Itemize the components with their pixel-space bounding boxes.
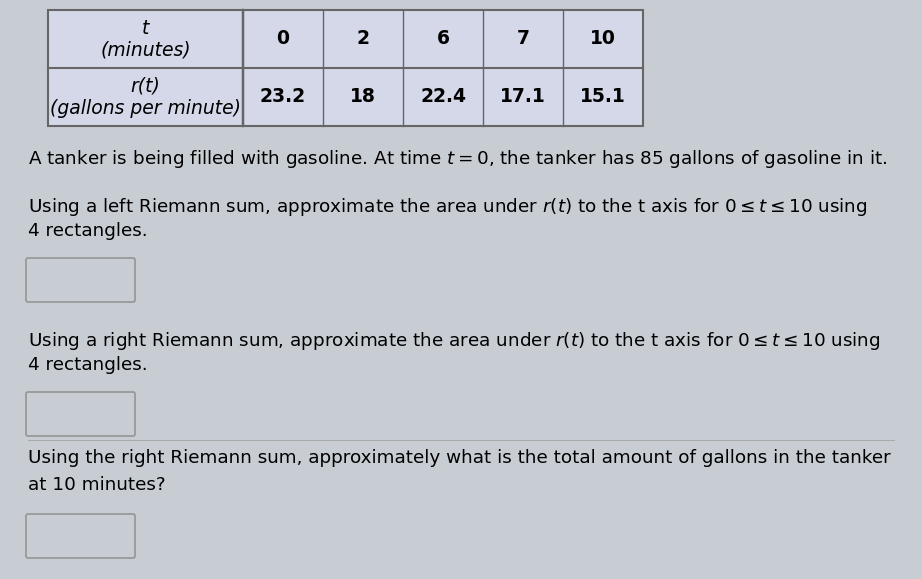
- Text: 4 rectangles.: 4 rectangles.: [28, 356, 148, 374]
- Text: 2: 2: [357, 30, 370, 49]
- Text: 18: 18: [350, 87, 376, 107]
- Text: A tanker is being filled with gasoline. At time $t = 0$, the tanker has 85 gallo: A tanker is being filled with gasoline. …: [28, 148, 887, 170]
- Text: 4 rectangles.: 4 rectangles.: [28, 222, 148, 240]
- Text: 6: 6: [436, 30, 450, 49]
- Bar: [483, 68, 563, 126]
- Text: Using a right Riemann sum, approximate the area under $r(t)$ to the t axis for $: Using a right Riemann sum, approximate t…: [28, 330, 881, 352]
- Bar: [403, 68, 483, 126]
- Bar: [243, 68, 323, 126]
- Text: 23.2: 23.2: [260, 87, 306, 107]
- Text: t
(minutes): t (minutes): [100, 19, 191, 60]
- Bar: [403, 10, 483, 68]
- Bar: [483, 10, 563, 68]
- Text: 15.1: 15.1: [580, 87, 626, 107]
- Text: 22.4: 22.4: [420, 87, 466, 107]
- Text: Using a left Riemann sum, approximate the area under $r(t)$ to the t axis for $0: Using a left Riemann sum, approximate th…: [28, 196, 868, 218]
- Text: at 10 minutes?: at 10 minutes?: [28, 476, 166, 494]
- Bar: [48, 68, 243, 126]
- Bar: [563, 10, 643, 68]
- Bar: [48, 10, 643, 126]
- Bar: [323, 10, 403, 68]
- Text: r(t)
(gallons per minute): r(t) (gallons per minute): [50, 76, 241, 118]
- Bar: [243, 10, 323, 68]
- Text: 10: 10: [590, 30, 616, 49]
- FancyBboxPatch shape: [26, 392, 135, 436]
- Text: 7: 7: [516, 30, 529, 49]
- Bar: [563, 68, 643, 126]
- Bar: [48, 10, 243, 68]
- Text: 0: 0: [277, 30, 290, 49]
- Text: 17.1: 17.1: [500, 87, 546, 107]
- Text: Using the right Riemann sum, approximately what is the total amount of gallons i: Using the right Riemann sum, approximate…: [28, 449, 891, 467]
- FancyBboxPatch shape: [26, 514, 135, 558]
- Bar: [323, 68, 403, 126]
- FancyBboxPatch shape: [26, 258, 135, 302]
